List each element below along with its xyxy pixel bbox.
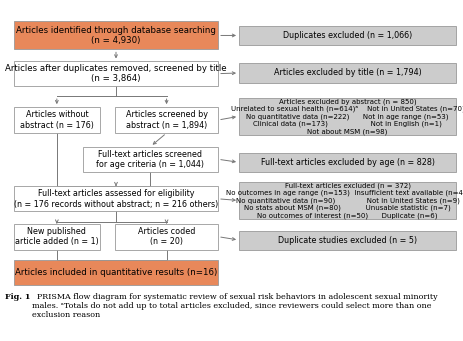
FancyBboxPatch shape <box>115 224 218 250</box>
FancyBboxPatch shape <box>238 182 455 219</box>
FancyBboxPatch shape <box>14 21 218 49</box>
Text: Full-text articles screened
for age criteria (n = 1,044): Full-text articles screened for age crit… <box>96 150 204 169</box>
Text: Full-text articles excluded (n = 372)
No outcomes in age range (n=153)  Insuffic: Full-text articles excluded (n = 372) No… <box>225 182 463 219</box>
Text: Full-text articles assessed for eligibility
(n = 176 records without abstract; n: Full-text articles assessed for eligibil… <box>14 189 218 208</box>
FancyBboxPatch shape <box>238 153 455 172</box>
FancyBboxPatch shape <box>238 63 455 83</box>
FancyBboxPatch shape <box>14 260 218 285</box>
FancyBboxPatch shape <box>238 231 455 250</box>
Text: Duplicate studies excluded (n = 5): Duplicate studies excluded (n = 5) <box>277 236 416 244</box>
Text: Duplicates excluded (n = 1,066): Duplicates excluded (n = 1,066) <box>282 31 411 40</box>
Text: PRISMA flow diagram for systematic review of sexual risk behaviors in adolescent: PRISMA flow diagram for systematic revie… <box>31 293 436 319</box>
Text: Articles identified through database searching
(n = 4,930): Articles identified through database sea… <box>16 26 215 45</box>
FancyBboxPatch shape <box>115 107 218 133</box>
Text: Articles after duplicates removed, screened by title
(n = 3,864): Articles after duplicates removed, scree… <box>5 64 226 83</box>
Text: Articles excluded by title (n = 1,794): Articles excluded by title (n = 1,794) <box>273 69 420 77</box>
Text: Articles screened by
abstract (n = 1,894): Articles screened by abstract (n = 1,894… <box>125 110 207 130</box>
FancyBboxPatch shape <box>238 98 455 135</box>
Text: Full-text articles excluded by age (n = 828): Full-text articles excluded by age (n = … <box>260 158 434 167</box>
Text: Articles excluded by abstract (n = 850)
Unrelated to sexual health (n=614)ᵃ    N: Articles excluded by abstract (n = 850) … <box>230 98 463 135</box>
FancyBboxPatch shape <box>82 147 218 172</box>
Text: New published
article added (n = 1): New published article added (n = 1) <box>15 227 99 246</box>
FancyBboxPatch shape <box>14 107 100 133</box>
Text: Articles included in quantitative results (n=16): Articles included in quantitative result… <box>15 268 217 277</box>
FancyBboxPatch shape <box>14 224 100 250</box>
Text: Articles coded
(n = 20): Articles coded (n = 20) <box>138 227 195 246</box>
FancyBboxPatch shape <box>238 26 455 45</box>
FancyBboxPatch shape <box>14 61 218 86</box>
Text: Fig. 1: Fig. 1 <box>5 293 30 300</box>
Text: Articles without
abstract (n = 176): Articles without abstract (n = 176) <box>20 110 94 130</box>
FancyBboxPatch shape <box>14 186 218 211</box>
